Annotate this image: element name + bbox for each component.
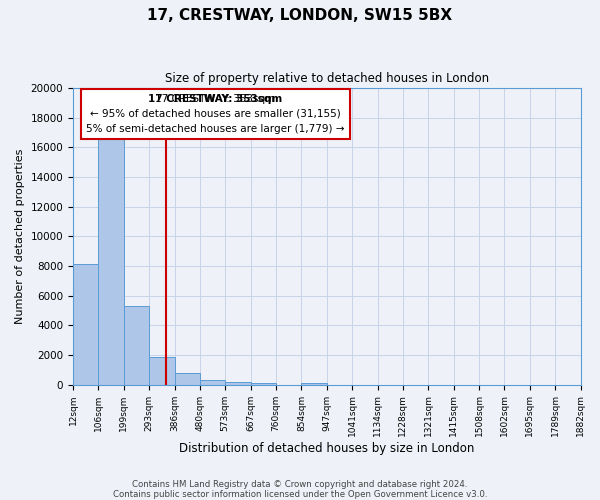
Y-axis label: Number of detached properties: Number of detached properties bbox=[15, 148, 25, 324]
X-axis label: Distribution of detached houses by size in London: Distribution of detached houses by size … bbox=[179, 442, 475, 455]
Title: Size of property relative to detached houses in London: Size of property relative to detached ho… bbox=[165, 72, 489, 86]
Bar bbox=[225, 382, 251, 384]
Bar bbox=[251, 383, 276, 384]
Bar bbox=[200, 380, 225, 384]
Text: 17, CRESTWAY, LONDON, SW15 5BX: 17, CRESTWAY, LONDON, SW15 5BX bbox=[148, 8, 452, 22]
Bar bbox=[175, 374, 200, 384]
Text: 17 CRESTWAY: 353sqm
← 95% of detached houses are smaller (31,155)
5% of semi-det: 17 CRESTWAY: 353sqm ← 95% of detached ho… bbox=[86, 94, 344, 134]
Bar bbox=[98, 138, 124, 384]
Bar bbox=[124, 306, 149, 384]
Bar bbox=[301, 383, 327, 384]
Text: 17 CRESTWAY: 353sqm: 17 CRESTWAY: 353sqm bbox=[148, 94, 282, 104]
Bar bbox=[73, 264, 98, 384]
Text: Contains HM Land Registry data © Crown copyright and database right 2024.
Contai: Contains HM Land Registry data © Crown c… bbox=[113, 480, 487, 499]
Bar bbox=[149, 357, 175, 384]
